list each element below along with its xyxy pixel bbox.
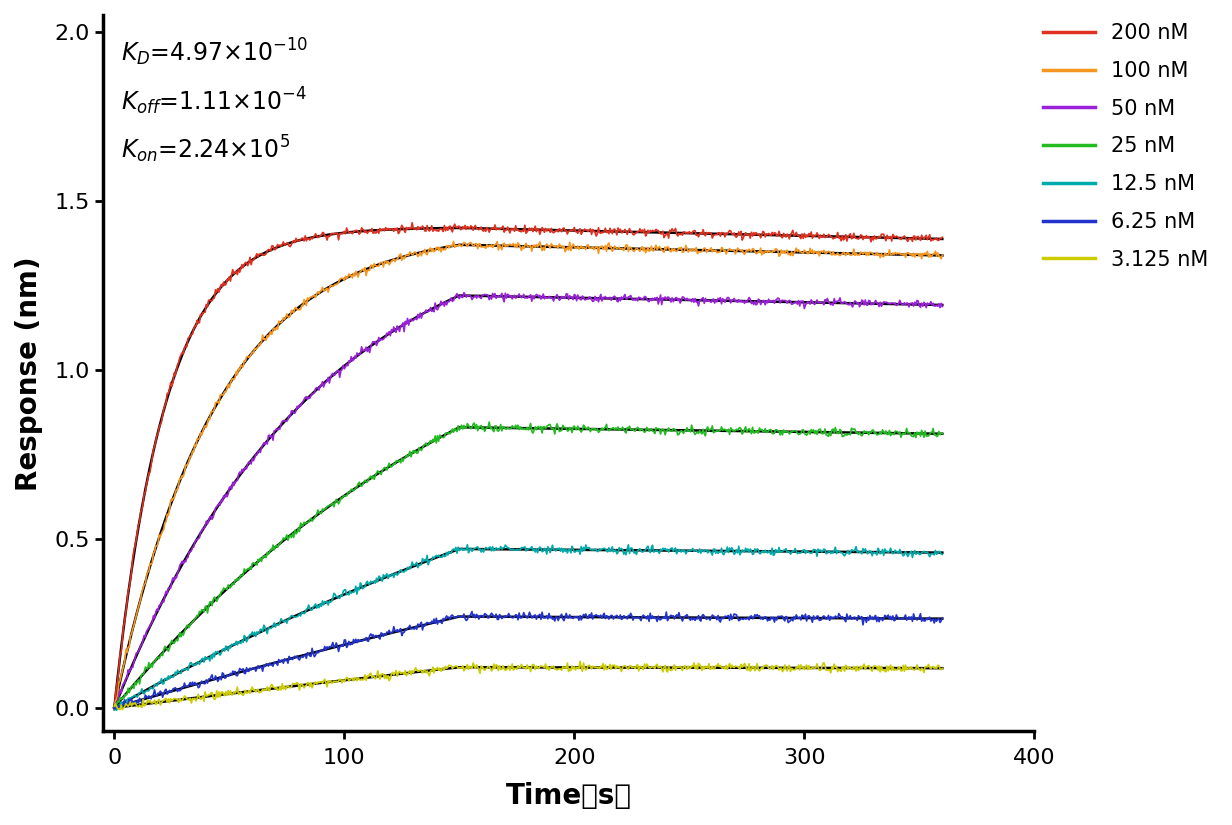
Y-axis label: Response (nm): Response (nm): [15, 256, 43, 491]
12.5 nM: [107, 705, 122, 715]
12.5 nM: [861, 547, 876, 557]
50 nM: [935, 302, 950, 312]
100 nM: [860, 248, 875, 257]
100 nM: [935, 250, 950, 260]
50 nM: [678, 294, 692, 304]
3.125 nM: [107, 701, 122, 711]
3.125 nM: [596, 665, 611, 675]
6.25 nM: [112, 704, 127, 714]
25 nM: [482, 417, 496, 427]
3.125 nM: [515, 662, 530, 672]
12.5 nM: [596, 544, 611, 554]
12.5 nM: [110, 705, 124, 715]
25 nM: [516, 425, 531, 435]
3.125 nM: [573, 657, 588, 667]
200 nM: [678, 227, 692, 237]
Legend: 200 nM, 100 nM, 50 nM, 25 nM, 12.5 nM, 6.25 nM, 3.125 nM: 200 nM, 100 nM, 50 nM, 25 nM, 12.5 nM, 6…: [1035, 15, 1217, 278]
100 nM: [678, 245, 692, 255]
50 nM: [596, 292, 611, 302]
3.125 nM: [861, 661, 876, 671]
6.25 nM: [516, 608, 531, 618]
100 nM: [324, 280, 339, 290]
200 nM: [596, 228, 611, 238]
Line: 200 nM: 200 nM: [115, 223, 942, 710]
12.5 nM: [290, 611, 304, 621]
200 nM: [107, 705, 122, 715]
3.125 nM: [290, 677, 304, 687]
12.5 nM: [325, 593, 340, 603]
Line: 3.125 nM: 3.125 nM: [115, 662, 942, 710]
25 nM: [861, 430, 876, 440]
6.25 nM: [596, 608, 611, 618]
200 nM: [324, 229, 339, 238]
25 nM: [596, 423, 611, 433]
100 nM: [596, 244, 611, 254]
25 nM: [108, 704, 123, 714]
12.5 nM: [460, 540, 474, 549]
6.25 nM: [290, 651, 304, 661]
6.25 nM: [679, 610, 694, 620]
25 nM: [290, 527, 304, 537]
50 nM: [324, 370, 339, 380]
200 nM: [935, 233, 950, 243]
25 nM: [107, 702, 122, 712]
100 nM: [446, 237, 461, 247]
12.5 nM: [679, 549, 694, 559]
100 nM: [515, 241, 530, 251]
50 nM: [107, 704, 122, 714]
Text: $K_D$=4.97×10$^{-10}$
$K_{off}$=1.11×10$^{-4}$
$K_{on}$=2.24×10$^5$: $K_D$=4.97×10$^{-10}$ $K_{off}$=1.11×10$…: [122, 36, 309, 166]
200 nM: [515, 225, 530, 235]
50 nM: [860, 300, 875, 310]
100 nM: [288, 303, 303, 313]
50 nM: [515, 292, 530, 302]
50 nM: [288, 406, 303, 416]
Line: 12.5 nM: 12.5 nM: [115, 544, 942, 710]
25 nM: [935, 429, 950, 439]
12.5 nM: [516, 542, 531, 552]
6.25 nM: [325, 638, 340, 648]
6.25 nM: [107, 703, 122, 713]
200 nM: [288, 233, 303, 243]
Line: 100 nM: 100 nM: [115, 242, 942, 707]
50 nM: [457, 288, 472, 298]
200 nM: [860, 233, 875, 243]
3.125 nM: [112, 705, 127, 714]
3.125 nM: [935, 663, 950, 673]
Line: 25 nM: 25 nM: [115, 422, 942, 709]
6.25 nM: [935, 613, 950, 623]
X-axis label: Time（s）: Time（s）: [505, 782, 632, 810]
12.5 nM: [935, 549, 950, 559]
100 nM: [107, 702, 122, 712]
6.25 nM: [861, 615, 876, 625]
200 nM: [405, 218, 420, 228]
Line: 6.25 nM: 6.25 nM: [115, 611, 942, 709]
25 nM: [325, 498, 340, 508]
3.125 nM: [679, 663, 694, 673]
Line: 50 nM: 50 nM: [115, 293, 942, 709]
25 nM: [679, 426, 694, 436]
3.125 nM: [325, 677, 340, 687]
6.25 nM: [464, 606, 479, 616]
